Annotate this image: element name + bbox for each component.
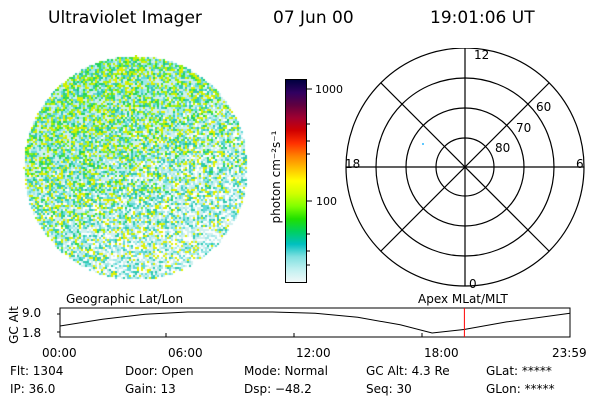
polar-ring-label: 60 [536,100,551,114]
date-label: 07 Jun 00 [273,8,354,28]
timeline-x-tick: 00:00 [42,346,77,360]
timeline-left-title: Geographic Lat/Lon [66,292,184,306]
timeline-chart [57,307,571,338]
mode-status: Mode: Normal [244,364,328,378]
polar-plot: 12 18 6 0 60 70 80 [345,48,585,291]
color-bar-gradient [286,80,306,282]
colorbar-tick-label: 1000 [315,83,343,96]
ip-value: IP: 36.0 [10,382,56,396]
color-bar-axis [307,88,312,266]
color-bar [285,79,307,283]
time-label: 19:01:06 UT [430,8,535,28]
timeline-x-tick: 06:00 [168,346,203,360]
timeline-y-tick: 9.0 [22,306,42,320]
timeline-x-tick: 18:00 [424,346,459,360]
timeline-x-tick: 23:59 [552,346,587,360]
polar-label-midnight: 0 [469,277,477,291]
timeline-y-tick: 1.8 [22,326,42,340]
altitude-line [59,311,571,334]
door-status: Door: Open [125,364,194,378]
gain-value: Gain: 13 [125,382,176,396]
geographic-longitude: GLon: ***** [486,382,555,396]
geographic-latitude: GLat: ***** [486,364,552,378]
gc-altitude: GC Alt: 4.3 Re [366,364,450,378]
timeline-frame [59,307,571,338]
flight-number: Flt: 1304 [10,364,64,378]
polar-label-dawn: 6 [576,157,584,171]
timeline-right-title: Apex MLat/MLT [418,292,508,306]
colorbar-unit-label: photon cm⁻²s⁻¹ [269,130,283,224]
app-title: Ultraviolet Imager [48,8,202,28]
colorbar-tick-label: 100 [316,195,337,208]
sequence-number: Seq: 30 [366,382,412,396]
polar-ring-label: 80 [495,141,510,155]
dsp-value: Dsp: −48.2 [244,382,312,396]
polar-label-dusk: 18 [345,157,360,171]
timeline-x-tick: 12:00 [296,346,331,360]
polar-ring-label: 70 [516,121,531,135]
uv-image [20,55,250,285]
polar-label-noon: 12 [474,48,489,62]
